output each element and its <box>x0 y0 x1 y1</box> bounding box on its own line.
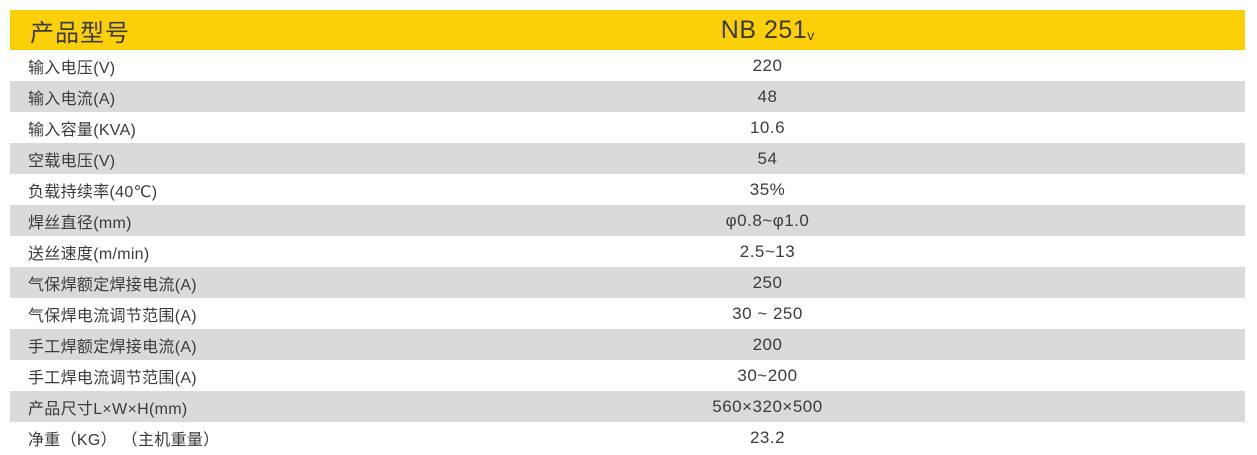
spec-label: 气保焊电流调节范围(A) <box>28 307 197 325</box>
spec-label: 焊丝直径(mm) <box>28 214 132 232</box>
table-row: 负载持续率(40℃) 35% <box>10 174 1245 205</box>
spec-rows: 输入电压(V) 220 输入电流(A) 48 输入容量(KVA) 10.6 空载… <box>10 50 1245 453</box>
spec-label: 输入容量(KVA) <box>28 121 137 139</box>
table-row: 气保焊额定焊接电流(A) 250 <box>10 267 1245 298</box>
spec-label: 产品尺寸L×W×H(mm) <box>28 400 188 418</box>
spec-value: φ0.8~φ1.0 <box>725 210 810 230</box>
spec-label: 负载持续率(40℃) <box>28 183 158 201</box>
table-row: 输入电压(V) 220 <box>10 50 1245 81</box>
spec-value: 54 <box>757 148 778 168</box>
table-row: 空载电压(V) 54 <box>10 143 1245 174</box>
spec-value: 23.2 <box>749 427 786 447</box>
spec-label: 手工焊额定焊接电流(A) <box>28 338 197 356</box>
spec-label: 输入电压(V) <box>28 59 116 77</box>
spec-label: 空载电压(V) <box>28 152 116 170</box>
spec-value: 10.6 <box>749 117 786 137</box>
product-spec-table: 产品型号 NB 251v 输入电压(V) 220 输入电流(A) 48 输入容量… <box>10 10 1245 453</box>
table-row: 净重（KG） （主机重量） 23.2 <box>10 422 1245 453</box>
spec-label: 净重（KG） （主机重量） <box>28 431 220 449</box>
table-row: 气保焊电流调节范围(A) 30 ~ 250 <box>10 298 1245 329</box>
table-row: 产品尺寸L×W×H(mm) 560×320×500 <box>10 391 1245 422</box>
spec-value: 48 <box>757 86 778 106</box>
spec-label: 气保焊额定焊接电流(A) <box>28 276 197 294</box>
model-suffix: v <box>807 26 815 43</box>
model-number: NB 251 <box>720 15 808 44</box>
spec-value: 30~200 <box>737 365 798 385</box>
spec-label: 手工焊电流调节范围(A) <box>28 369 197 387</box>
spec-value: 250 <box>752 272 783 292</box>
header-label: 产品型号 <box>30 19 130 47</box>
spec-value: 560×320×500 <box>712 396 823 416</box>
spec-value: 220 <box>752 55 783 75</box>
spec-value: 2.5~13 <box>739 241 796 261</box>
spec-value: 30 ~ 250 <box>732 303 803 323</box>
table-row: 输入电流(A) 48 <box>10 81 1245 112</box>
spec-label: 输入电流(A) <box>28 90 116 108</box>
table-row: 手工焊电流调节范围(A) 30~200 <box>10 360 1245 391</box>
spec-label: 送丝速度(m/min) <box>28 245 150 263</box>
table-row: 输入容量(KVA) 10.6 <box>10 112 1245 143</box>
table-row: 焊丝直径(mm) φ0.8~φ1.0 <box>10 205 1245 236</box>
table-row: 送丝速度(m/min) 2.5~13 <box>10 236 1245 267</box>
spec-table-header: 产品型号 NB 251v <box>10 10 1245 50</box>
table-row: 手工焊额定焊接电流(A) 200 <box>10 329 1245 360</box>
spec-value: 200 <box>752 334 783 354</box>
spec-value: 35% <box>749 179 786 199</box>
header-model-name: NB 251v <box>290 16 1245 45</box>
